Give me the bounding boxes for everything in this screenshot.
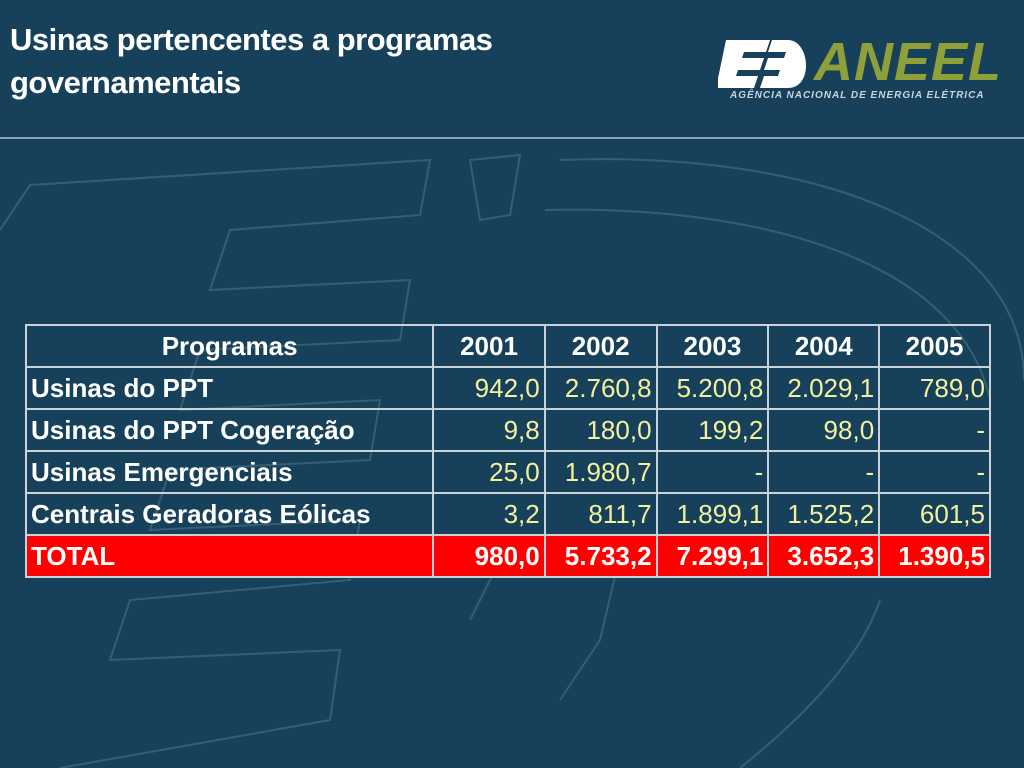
programs-table: Programas 2001 2002 2003 2004 2005 Usina…	[24, 324, 991, 578]
table-row: Usinas do PPT Cogeração 9,8 180,0 199,2 …	[24, 408, 991, 452]
cell-2002: 811,7	[543, 492, 658, 536]
cell-2004: 1.525,2	[767, 492, 881, 536]
cell-2004: 98,0	[767, 408, 881, 452]
aneel-wordmark: ANEEL	[814, 32, 1003, 92]
header-divider	[0, 137, 1024, 139]
cell-2001: 9,8	[432, 408, 546, 452]
header-2001: 2001	[432, 324, 546, 368]
cell-2005: -	[878, 408, 991, 452]
aneel-logo: ANEEL AGÊNCIA NACIONAL DE ENERGIA ELÉTRI…	[718, 30, 1001, 112]
table-row: Centrais Geradoras Eólicas 3,2 811,7 1.8…	[24, 492, 991, 536]
slide-title: Usinas pertencentes a programas governam…	[10, 18, 650, 104]
header-2003: 2003	[655, 324, 770, 368]
total-2003: 7.299,1	[655, 534, 770, 578]
cell-2002: 1.980,7	[543, 450, 658, 494]
total-2005: 1.390,5	[878, 534, 991, 578]
total-2002: 5.733,2	[543, 534, 658, 578]
cell-2001: 942,0	[432, 366, 546, 410]
header-programas: Programas	[24, 324, 435, 368]
table-header-row: Programas 2001 2002 2003 2004 2005	[24, 324, 991, 368]
cell-2002: 180,0	[543, 408, 658, 452]
header-2004: 2004	[767, 324, 881, 368]
table-row: Usinas do PPT 942,0 2.760,8 5.200,8 2.02…	[24, 366, 991, 410]
cell-2003: 1.899,1	[655, 492, 770, 536]
row-label: Usinas Emergenciais	[24, 450, 435, 494]
cell-2002: 2.760,8	[543, 366, 658, 410]
row-label: Usinas do PPT	[24, 366, 435, 410]
header-2005: 2005	[878, 324, 991, 368]
cell-2005: 789,0	[878, 366, 991, 410]
cell-2004: -	[767, 450, 881, 494]
slide-title-line1: Usinas pertencentes a programas	[10, 22, 493, 57]
aneel-tagline: AGÊNCIA NACIONAL DE ENERGIA ELÉTRICA	[730, 90, 985, 101]
slide-title-line2: governamentais	[10, 65, 241, 100]
cell-2003: -	[655, 450, 770, 494]
aneel-ee-icon	[718, 40, 807, 88]
row-label: Centrais Geradoras Eólicas	[24, 492, 435, 536]
total-label: TOTAL	[24, 534, 435, 578]
cell-2004: 2.029,1	[767, 366, 881, 410]
cell-2003: 5.200,8	[655, 366, 770, 410]
cell-2005: -	[878, 450, 991, 494]
table-row: Usinas Emergenciais 25,0 1.980,7 - - -	[24, 450, 991, 494]
header-2002: 2002	[543, 324, 658, 368]
row-label: Usinas do PPT Cogeração	[24, 408, 435, 452]
cell-2003: 199,2	[655, 408, 770, 452]
total-2001: 980,0	[432, 534, 546, 578]
cell-2005: 601,5	[878, 492, 991, 536]
total-2004: 3.652,3	[767, 534, 881, 578]
total-row: TOTAL 980,0 5.733,2 7.299,1 3.652,3 1.39…	[24, 534, 991, 578]
cell-2001: 25,0	[432, 450, 546, 494]
cell-2001: 3,2	[432, 492, 546, 536]
